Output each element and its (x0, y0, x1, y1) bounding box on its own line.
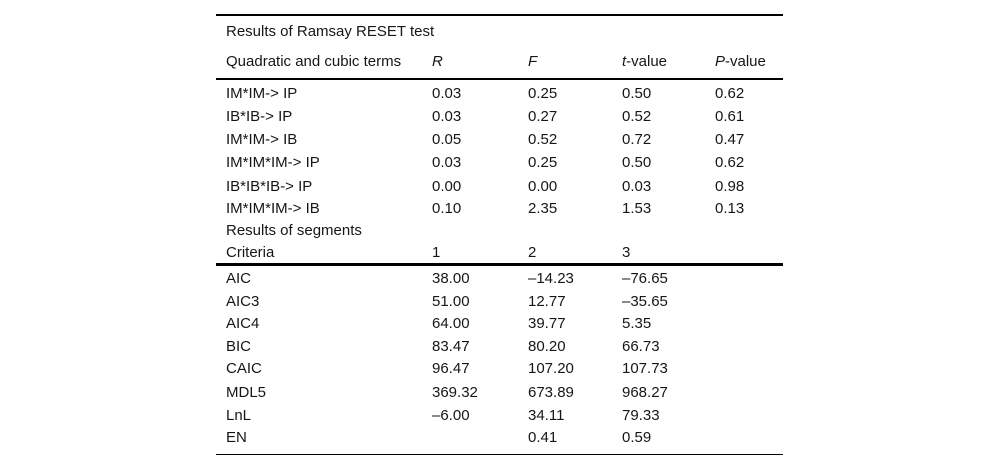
value-p: 0.13 (715, 200, 745, 217)
table-rule-below-criteria (216, 263, 783, 266)
segment-1-value: 38.00 (432, 270, 470, 287)
segment-1-value: 51.00 (432, 293, 470, 310)
criterion-label: LnL (226, 407, 252, 424)
term-label: IM*IM-> IP (226, 85, 298, 102)
criterion-label: EN (226, 429, 247, 446)
segment-2-header: 2 (528, 244, 537, 261)
value-f: 0.27 (528, 108, 558, 125)
term-label: IB*IB*IB-> IP (226, 178, 313, 195)
value-f: 0.52 (528, 131, 558, 148)
value-t: 0.03 (622, 178, 652, 195)
segment-3-value: 107.73 (622, 360, 668, 377)
value-r: 0.03 (432, 154, 462, 171)
criterion-label: MDL5 (226, 384, 267, 401)
segment-1-value: 64.00 (432, 315, 470, 332)
column-header-t-value: t-value (622, 53, 667, 71)
criterion-label: AIC3 (226, 293, 260, 310)
reset-header-label: Quadratic and cubic terms (226, 53, 402, 70)
segment-3-value: 0.59 (622, 429, 652, 446)
segment-2-value: 107.20 (528, 360, 574, 377)
table-row: AIC4 64.00 39.77 5.35 (216, 315, 783, 333)
table-row: CAIC 96.47 107.20 107.73 (216, 360, 783, 378)
value-t: 0.50 (622, 154, 652, 171)
criterion-label: BIC (226, 338, 252, 355)
term-label: IM*IM-> IB (226, 131, 298, 148)
column-header-r: R (432, 53, 443, 70)
segments-title: Results of segments (226, 222, 362, 239)
table-row: MDL5 369.32 673.89 968.27 (216, 384, 783, 402)
segment-2-value: –14.23 (528, 270, 574, 287)
segment-3-value: 66.73 (622, 338, 660, 355)
p-rest: -value (725, 53, 766, 70)
value-p: 0.62 (715, 85, 745, 102)
segment-3-value: 79.33 (622, 407, 660, 424)
segment-3-header: 3 (622, 244, 631, 261)
table-row: EN 0.41 0.59 (216, 429, 783, 447)
value-p: 0.61 (715, 108, 745, 125)
criterion-label: AIC (226, 270, 252, 287)
table-row: LnL –6.00 34.11 79.33 (216, 407, 783, 425)
value-f: 2.35 (528, 200, 558, 217)
value-t: 0.72 (622, 131, 652, 148)
term-label: IM*IM*IM-> IB (226, 200, 320, 217)
segment-1-value: 83.47 (432, 338, 470, 355)
segment-2-value: 12.77 (528, 293, 566, 310)
segment-3-value: 5.35 (622, 315, 652, 332)
table-rule-below-header (216, 77, 783, 80)
value-r: 0.03 (432, 108, 462, 125)
segment-3-value: 968.27 (622, 384, 668, 401)
value-p: 0.47 (715, 131, 745, 148)
criterion-label: AIC4 (226, 315, 260, 332)
term-label: IB*IB-> IP (226, 108, 293, 125)
segment-1-value: 96.47 (432, 360, 470, 377)
segment-2-value: 673.89 (528, 384, 574, 401)
table-row: BIC 83.47 80.20 66.73 (216, 338, 783, 356)
term-label: IM*IM*IM-> IP (226, 154, 320, 171)
value-f: 0.25 (528, 154, 558, 171)
table-row: IB*IB*IB-> IP 0.00 0.00 0.03 0.98 (216, 178, 783, 196)
value-t: 0.50 (622, 85, 652, 102)
value-f: 0.25 (528, 85, 558, 102)
table-row: AIC3 51.00 12.77 –35.65 (216, 293, 783, 311)
segment-2-value: 34.11 (528, 407, 565, 424)
value-r: 0.05 (432, 131, 462, 148)
value-t: 1.53 (622, 200, 652, 217)
table-rule-top (216, 14, 783, 16)
segment-2-value: 0.41 (528, 429, 558, 446)
column-header-p-value: P-value (715, 53, 766, 71)
table-title: Results of Ramsay RESET test (226, 23, 435, 40)
value-r: 0.00 (432, 178, 462, 195)
segment-1-value: –6.00 (432, 407, 470, 424)
criterion-label: CAIC (226, 360, 262, 377)
segment-1-header: 1 (432, 244, 441, 261)
criteria-header: Criteria (226, 244, 275, 261)
p-italic: P (715, 53, 726, 70)
segments-title-row: Results of segments (216, 222, 783, 240)
segment-2-value: 39.77 (528, 315, 566, 332)
table-row: IM*IM*IM-> IB 0.10 2.35 1.53 0.13 (216, 200, 783, 218)
table-row: IM*IM*IM-> IP 0.03 0.25 0.50 0.62 (216, 154, 783, 172)
table-row: IM*IM-> IP 0.03 0.25 0.50 0.62 (216, 85, 783, 103)
value-t: 0.52 (622, 108, 652, 125)
t-italic: t (622, 53, 627, 70)
segment-3-value: –35.65 (622, 293, 668, 310)
value-r: 0.03 (432, 85, 462, 102)
segment-1-value: 369.32 (432, 384, 478, 401)
table-row: AIC 38.00 –14.23 –76.65 (216, 270, 783, 288)
reset-header-row: Quadratic and cubic terms R F t-value P-… (216, 53, 783, 71)
value-r: 0.10 (432, 200, 462, 217)
segment-2-value: 80.20 (528, 338, 566, 355)
value-f: 0.00 (528, 178, 558, 195)
segment-3-value: –76.65 (622, 270, 668, 287)
table-rule-bottom (216, 453, 783, 455)
value-p: 0.62 (715, 154, 745, 171)
segments-header-row: Criteria 1 2 3 (216, 244, 783, 262)
table-row: IB*IB-> IP 0.03 0.27 0.52 0.61 (216, 108, 783, 126)
table-title-row: Results of Ramsay RESET test (216, 23, 783, 41)
t-rest: -value (626, 53, 668, 70)
table-row: IM*IM-> IB 0.05 0.52 0.72 0.47 (216, 131, 783, 149)
column-header-f: F (528, 53, 538, 70)
value-p: 0.98 (715, 178, 745, 195)
